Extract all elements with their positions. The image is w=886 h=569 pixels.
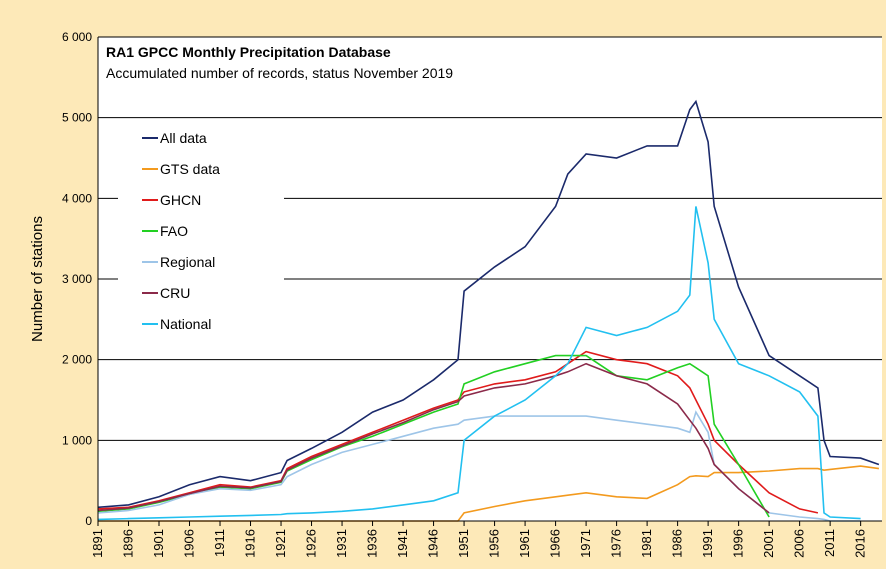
x-tick-label: 1986 — [670, 529, 685, 558]
legend: All data GTS data GHCN FAO Regional CRU Nation… — [142, 130, 220, 332]
x-tick-label: 1901 — [151, 529, 166, 558]
ticks: 0 1 000 2 000 3 000 4 000 5 000 6 000 1891 1896 1… — [62, 30, 868, 558]
y-axis-label: Number of stations — [29, 216, 46, 342]
x-tick-label: 1996 — [731, 529, 746, 558]
x-tick-label: 1946 — [426, 529, 441, 558]
legend-box — [118, 124, 284, 344]
legend-label: Regional — [160, 254, 215, 270]
x-tick-label: 1896 — [121, 529, 136, 558]
y-tick-label: 4 000 — [62, 191, 92, 205]
x-tick-label: 1911 — [212, 529, 227, 557]
y-tick-label: 3 000 — [62, 272, 92, 286]
x-tick-label: 1971 — [578, 529, 593, 558]
y-tick-label: 0 — [85, 514, 92, 528]
x-tick-label: 1951 — [456, 529, 471, 558]
x-tick-label: 1926 — [304, 529, 319, 558]
legend-label: GTS data — [160, 161, 220, 177]
x-tick-label: 1941 — [395, 529, 410, 558]
legend-label: National — [160, 316, 211, 332]
series-line — [97, 206, 861, 521]
x-tick-label: 1936 — [365, 529, 380, 558]
legend-label: All data — [160, 130, 207, 146]
x-tick-label: 1961 — [517, 529, 532, 558]
x-tick-label: 2006 — [792, 529, 807, 558]
y-tick-label: 6 000 — [62, 30, 92, 44]
y-tick-label: 2 000 — [62, 353, 92, 367]
x-tick-label: 1931 — [334, 529, 349, 558]
x-tick-label: 1966 — [548, 529, 563, 558]
chart-title: RA1 GPCC Monthly Precipitation Database — [106, 44, 391, 60]
x-tick-label: 1956 — [487, 529, 502, 558]
x-tick-label: 1921 — [273, 529, 288, 558]
y-tick-label: 5 000 — [62, 111, 92, 125]
series-line — [97, 362, 770, 514]
chart-subtitle: Accumulated number of records, status No… — [106, 65, 453, 81]
x-tick-label: 1991 — [700, 529, 715, 558]
series-line — [97, 99, 880, 509]
y-tick-label: 1 000 — [62, 433, 92, 447]
legend-label: GHCN — [160, 192, 201, 208]
x-tick-label: 1906 — [182, 529, 197, 558]
legend-label: CRU — [160, 285, 190, 301]
x-tick-label: 1891 — [90, 529, 105, 558]
x-tick-label: 1916 — [243, 529, 258, 558]
x-tick-label: 2011 — [822, 529, 837, 557]
x-tick-label: 2016 — [853, 529, 868, 558]
x-tick-label: 1976 — [609, 529, 624, 558]
x-tick-label: 1981 — [639, 529, 654, 558]
legend-label: FAO — [160, 223, 188, 239]
x-tick-label: 2001 — [761, 529, 776, 558]
